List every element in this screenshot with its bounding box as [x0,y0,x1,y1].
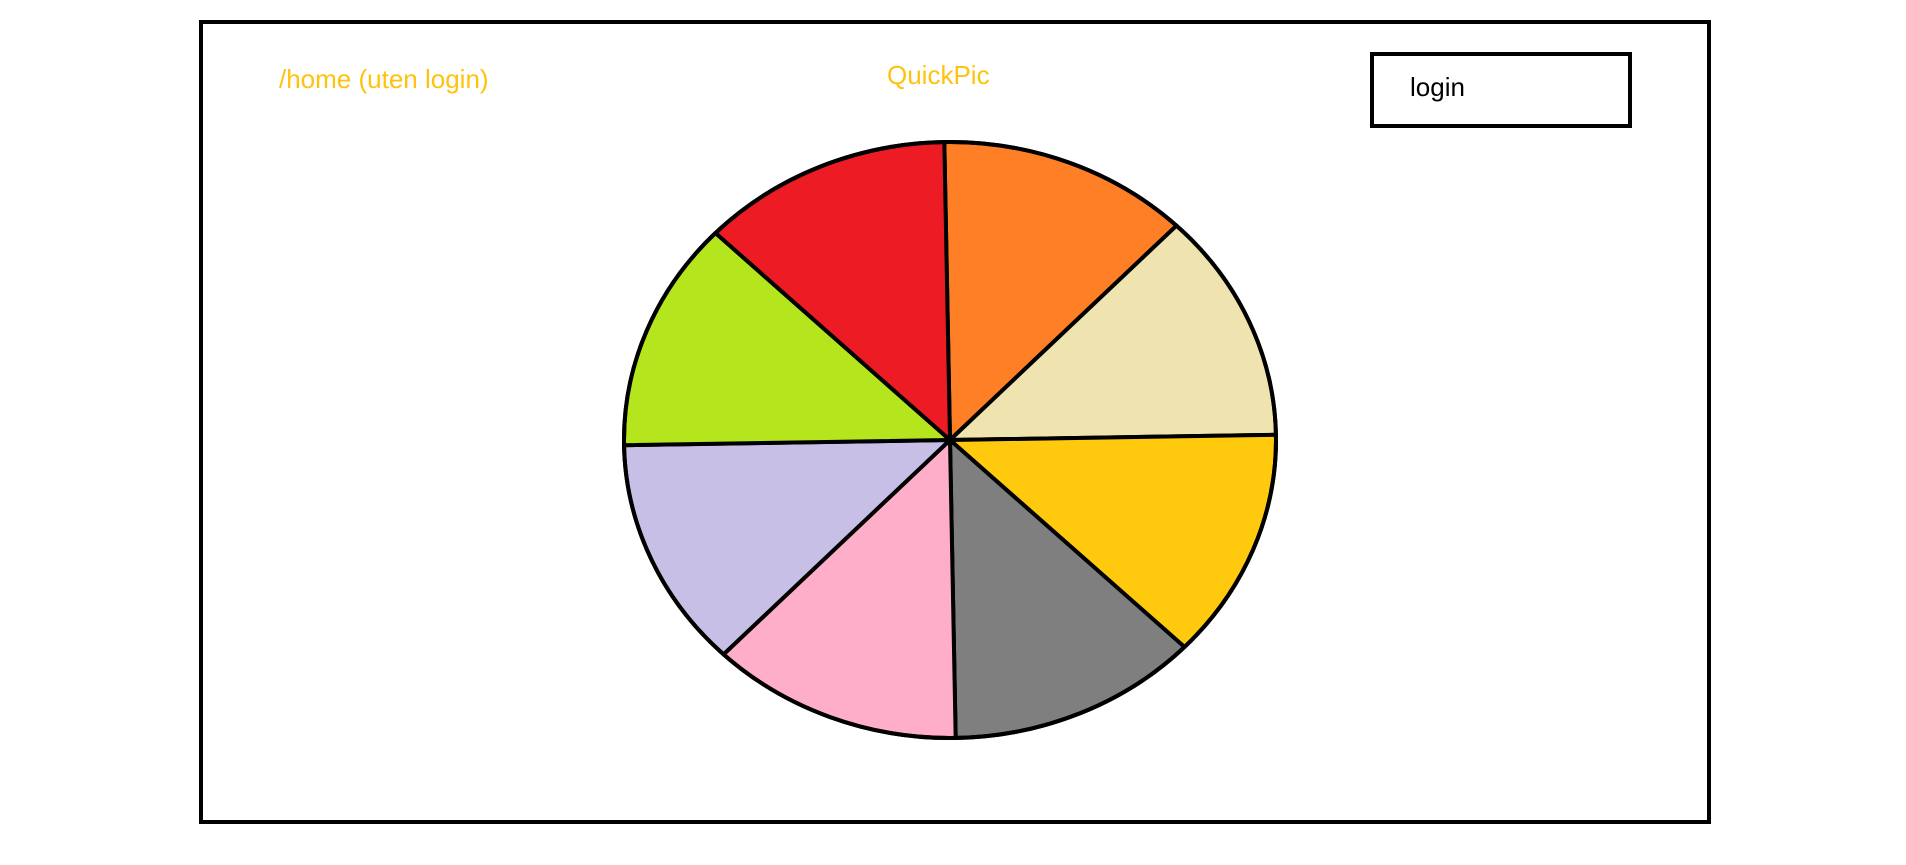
login-button[interactable]: login [1370,52,1632,128]
wheel-rim [622,140,1278,740]
route-label: /home (uten login) [279,64,489,94]
color-wheel[interactable] [620,138,1280,742]
app-title: QuickPic [887,60,990,90]
